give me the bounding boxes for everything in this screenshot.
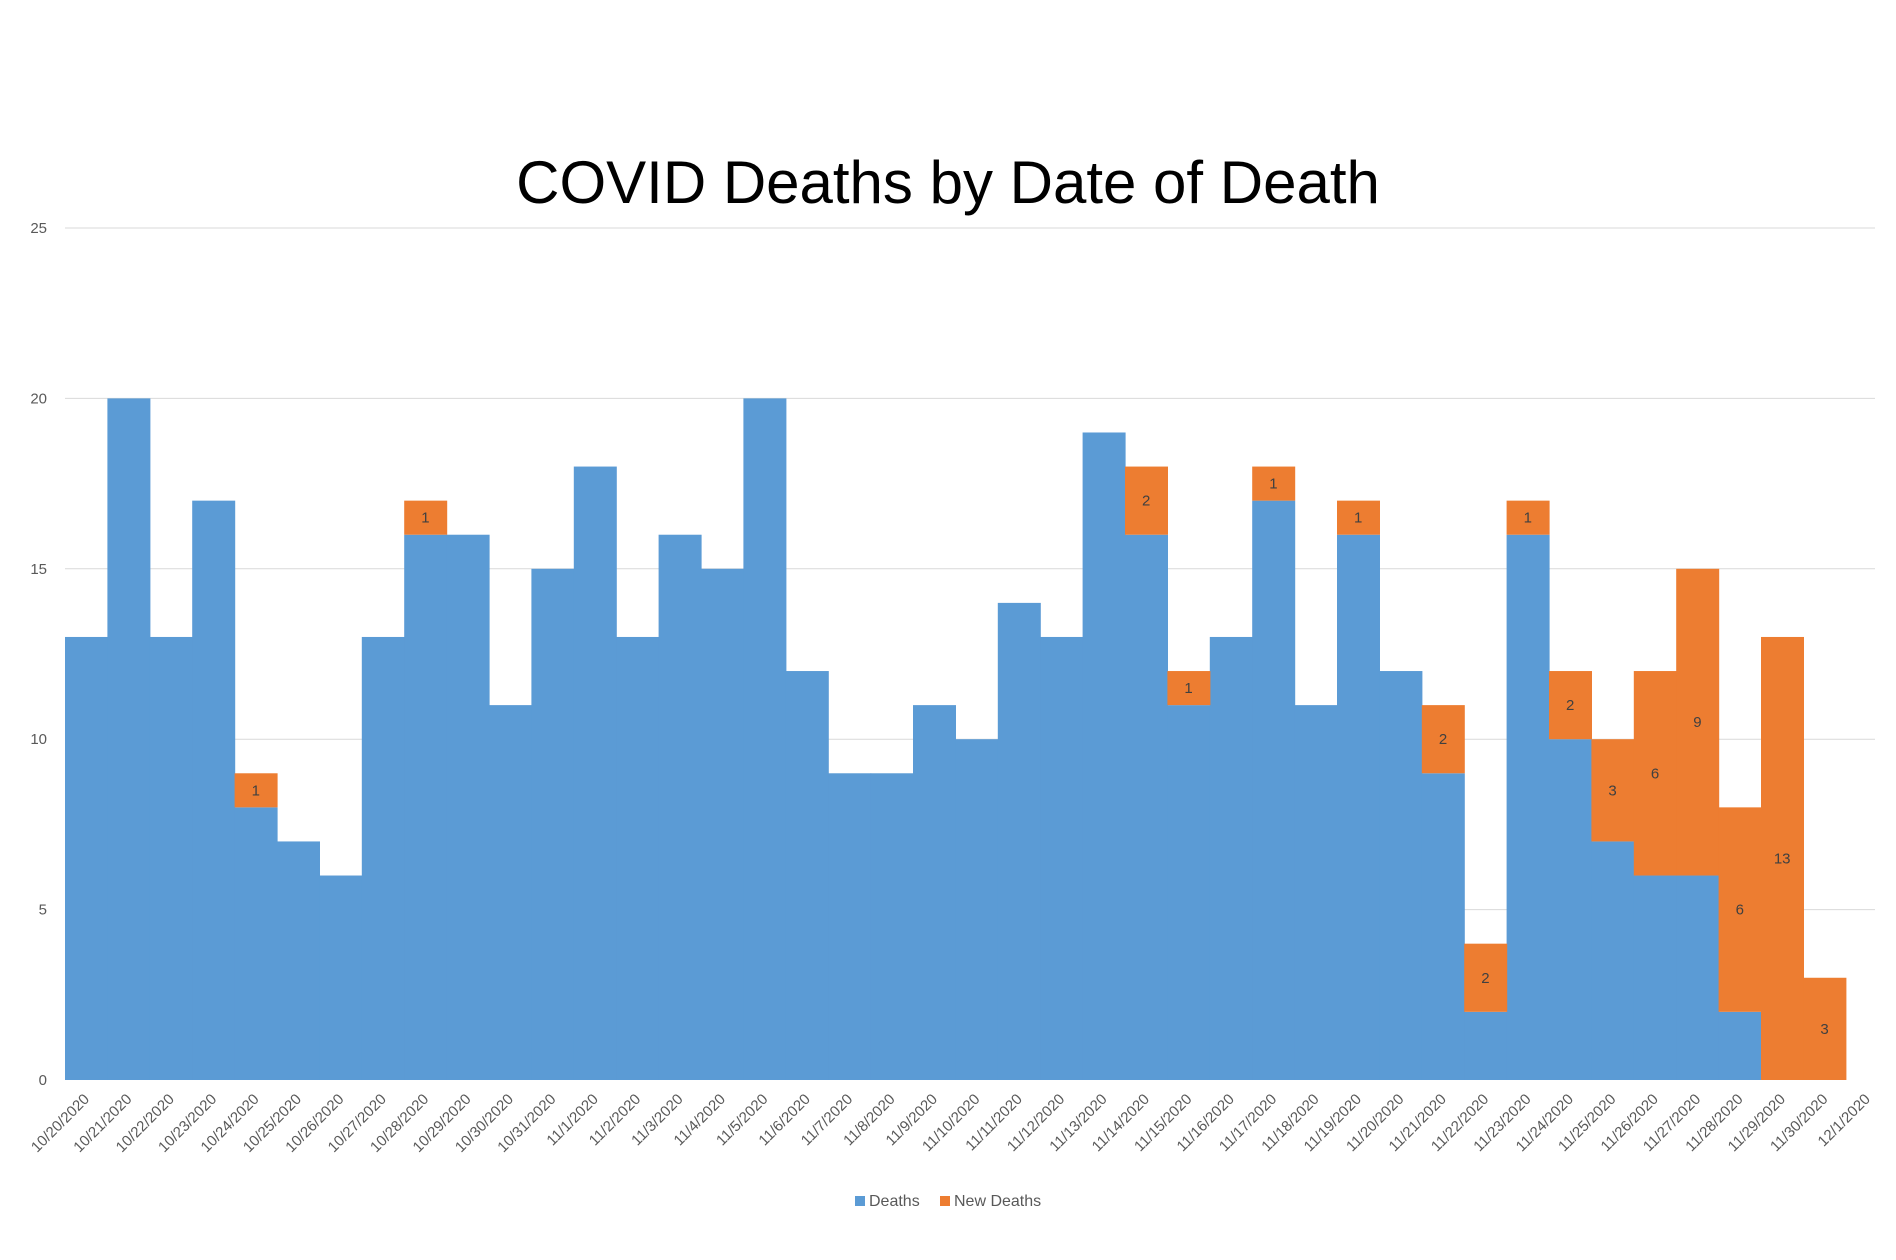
new-deaths-data-label: 6 — [1651, 765, 1659, 782]
deaths-bar — [658, 534, 702, 1080]
deaths-bar — [1125, 534, 1168, 1080]
new-deaths-bar — [1676, 568, 1720, 876]
deaths-bar — [913, 705, 956, 1080]
new-deaths-data-label: 2 — [1566, 697, 1574, 714]
new-deaths-data-label: 2 — [1142, 493, 1150, 510]
chart-title: COVID Deaths by Date of Death — [516, 149, 1380, 216]
new-deaths-data-label: 6 — [1736, 902, 1744, 919]
deaths-bar — [319, 875, 363, 1080]
deaths-bar — [1676, 875, 1720, 1080]
y-axis: 0 5 10 15 20 25 — [30, 220, 47, 1089]
new-deaths-data-label: 3 — [1608, 782, 1616, 799]
y-tick-label: 25 — [30, 220, 47, 237]
legend-label: New Deaths — [954, 1193, 1041, 1210]
new-deaths-bar — [1591, 739, 1635, 842]
deaths-bar — [149, 636, 193, 1080]
deaths-bar — [192, 500, 236, 1080]
deaths-bar — [1549, 739, 1592, 1080]
new-deaths-data-label: 9 — [1693, 714, 1701, 731]
new-deaths-bar — [1549, 671, 1592, 740]
new-deaths-bar — [1506, 500, 1550, 535]
deaths-bar — [234, 807, 278, 1080]
deaths-bar — [1252, 500, 1296, 1080]
new-deaths-data-label: 1 — [1354, 510, 1362, 527]
data-labels: 1 1 2 1 1 1 2 2 1 2 3 6 9 6 13 3 — [252, 476, 1829, 1038]
deaths-bar — [65, 636, 108, 1080]
new-deaths-bar — [1337, 500, 1380, 535]
legend-swatch — [855, 1196, 865, 1206]
deaths-bar — [785, 671, 829, 1080]
new-deaths-data-label: 2 — [1481, 970, 1489, 987]
legend-label: Deaths — [869, 1193, 920, 1210]
deaths-bar — [1294, 705, 1338, 1080]
new-deaths-data-label: 1 — [1184, 680, 1192, 697]
deaths-bar — [1464, 1011, 1508, 1080]
new-deaths-bar — [1167, 671, 1211, 706]
y-tick-label: 0 — [39, 1072, 47, 1089]
new-deaths-bar — [1633, 671, 1677, 876]
deaths-bar — [531, 568, 575, 1080]
new-deaths-bar — [1464, 943, 1508, 1012]
y-tick-label: 20 — [30, 390, 47, 407]
new-deaths-data-label: 13 — [1774, 850, 1791, 867]
deaths-bar — [489, 705, 532, 1080]
new-deaths-data-label: 1 — [252, 782, 260, 799]
new-deaths-bar — [1125, 466, 1168, 535]
deaths-bar — [1718, 1011, 1762, 1080]
legend: Deaths New Deaths — [855, 1193, 1041, 1210]
deaths-bar — [277, 841, 320, 1080]
deaths-bar — [1591, 841, 1635, 1080]
new-deaths-data-label: 1 — [421, 510, 429, 527]
deaths-bar — [955, 739, 999, 1080]
deaths-bar — [870, 773, 914, 1080]
deaths-bar — [1167, 705, 1211, 1080]
deaths-bar — [616, 636, 660, 1080]
deaths-bar — [997, 602, 1041, 1080]
y-tick-label: 15 — [30, 561, 47, 578]
y-tick-label: 10 — [30, 731, 47, 748]
deaths-bar — [1506, 534, 1550, 1080]
deaths-bar — [1379, 671, 1423, 1080]
new-deaths-bar — [1421, 705, 1465, 774]
y-tick-label: 5 — [39, 902, 47, 919]
bars — [65, 398, 1847, 1081]
deaths-bar — [361, 636, 405, 1080]
deaths-bar — [1421, 773, 1465, 1080]
deaths-bar — [1209, 636, 1253, 1080]
deaths-bar — [701, 568, 744, 1080]
new-deaths-bar — [1252, 466, 1296, 501]
deaths-bar — [828, 773, 872, 1080]
deaths-bar — [1040, 636, 1084, 1080]
new-deaths-bar — [1803, 977, 1847, 1080]
deaths-bar — [404, 534, 448, 1080]
deaths-bar — [446, 534, 490, 1080]
new-deaths-bar — [234, 773, 278, 808]
new-deaths-data-label: 1 — [1524, 510, 1532, 527]
new-deaths-data-label: 1 — [1269, 476, 1277, 493]
deaths-bar — [573, 466, 617, 1080]
deaths-bar — [743, 398, 787, 1080]
new-deaths-data-label: 2 — [1439, 731, 1447, 748]
deaths-bar — [1082, 432, 1126, 1081]
new-deaths-bar — [404, 500, 448, 535]
deaths-bar — [1633, 875, 1677, 1080]
new-deaths-bar — [1761, 636, 1804, 1080]
new-deaths-data-label: 3 — [1820, 1021, 1828, 1038]
new-deaths-bar — [1718, 807, 1762, 1012]
legend-swatch — [940, 1196, 950, 1206]
deaths-bar — [107, 398, 151, 1080]
x-axis: 10/20/202010/21/202010/22/202010/23/2020… — [28, 1091, 1874, 1156]
deaths-bar — [1337, 534, 1380, 1080]
